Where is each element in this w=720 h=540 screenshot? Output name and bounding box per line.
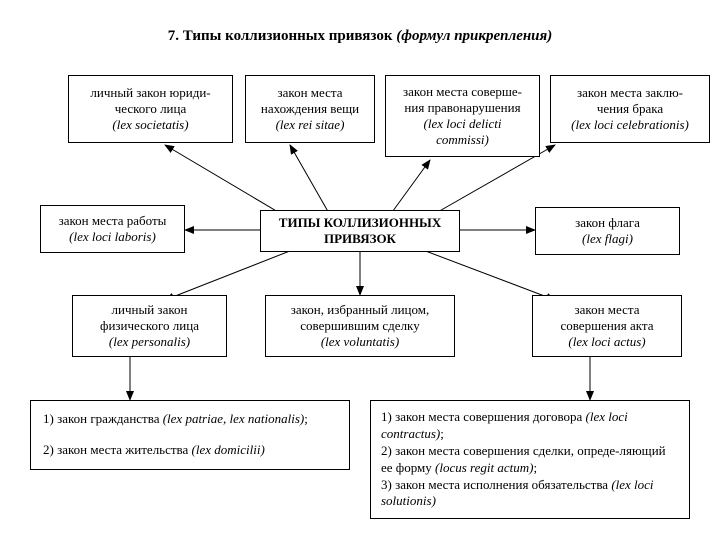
br-item-2: 2) закон места совершения сделки, опреде… [381,443,679,477]
box-societatis: личный закон юриди-ческого лица(lex soci… [68,75,233,143]
br-item-3: 3) закон места исполнения обязательства … [381,477,679,511]
box-delicti: закон места соверше-ния правонарушения(l… [385,75,540,157]
box-actus: закон местасовершения акта(lex loci actu… [532,295,682,357]
box-laboris: закон места работы(lex loci laboris) [40,205,185,253]
br-item-1-text: 1) закон места совершения договора (lex … [381,409,628,441]
br-item-1: 1) закон места совершения договора (lex … [381,409,679,443]
diagram-title: 7. Типы коллизионных привязок (формул пр… [0,28,720,45]
box-laboris-text: закон места работы(lex loci laboris) [59,213,167,246]
bl-item-2: 2) закон места жительства (lex domicilii… [43,442,337,459]
box-center-text: ТИПЫ КОЛЛИЗИОННЫХПРИВЯЗОК [279,215,441,248]
box-actus-text: закон местасовершения акта(lex loci actu… [560,302,653,351]
box-personalis-text: личный законфизического лица(lex persona… [100,302,199,351]
box-celebrationis-text: закон места заклю-чения брака(lex loci c… [571,85,689,134]
bl-item-1-text: 1) закон гражданства (lex patriae, lex n… [43,411,308,426]
box-voluntatis: закон, избранный лицом,совершившим сделк… [265,295,455,357]
bl-item-1: 1) закон гражданства (lex patriae, lex n… [43,411,337,428]
bottom-right-list: 1) закон места совершения договора (lex … [370,400,690,519]
box-societatis-text: личный закон юриди-ческого лица(lex soci… [90,85,210,134]
box-voluntatis-text: закон, избранный лицом,совершившим сделк… [291,302,429,351]
br-item-3-text: 3) закон места исполнения обязательства … [381,477,654,509]
box-flagi: закон флага(lex flagi) [535,207,680,255]
box-celebrationis: закон места заклю-чения брака(lex loci c… [550,75,710,143]
box-rei-sitae: закон местанахождения вещи(lex rei sitae… [245,75,375,143]
box-rei-sitae-text: закон местанахождения вещи(lex rei sitae… [261,85,359,134]
bottom-left-list: 1) закон гражданства (lex patriae, lex n… [30,400,350,470]
box-delicti-text: закон места соверше-ния правонарушения(l… [403,84,522,149]
box-center: ТИПЫ КОЛЛИЗИОННЫХПРИВЯЗОК [260,210,460,252]
box-personalis: личный законфизического лица(lex persona… [72,295,227,357]
br-item-2-text: 2) закон места совершения сделки, опреде… [381,443,666,475]
bl-item-2-text: 2) закон места жительства (lex domicilii… [43,442,265,457]
box-flagi-text: закон флага(lex flagi) [575,215,640,248]
